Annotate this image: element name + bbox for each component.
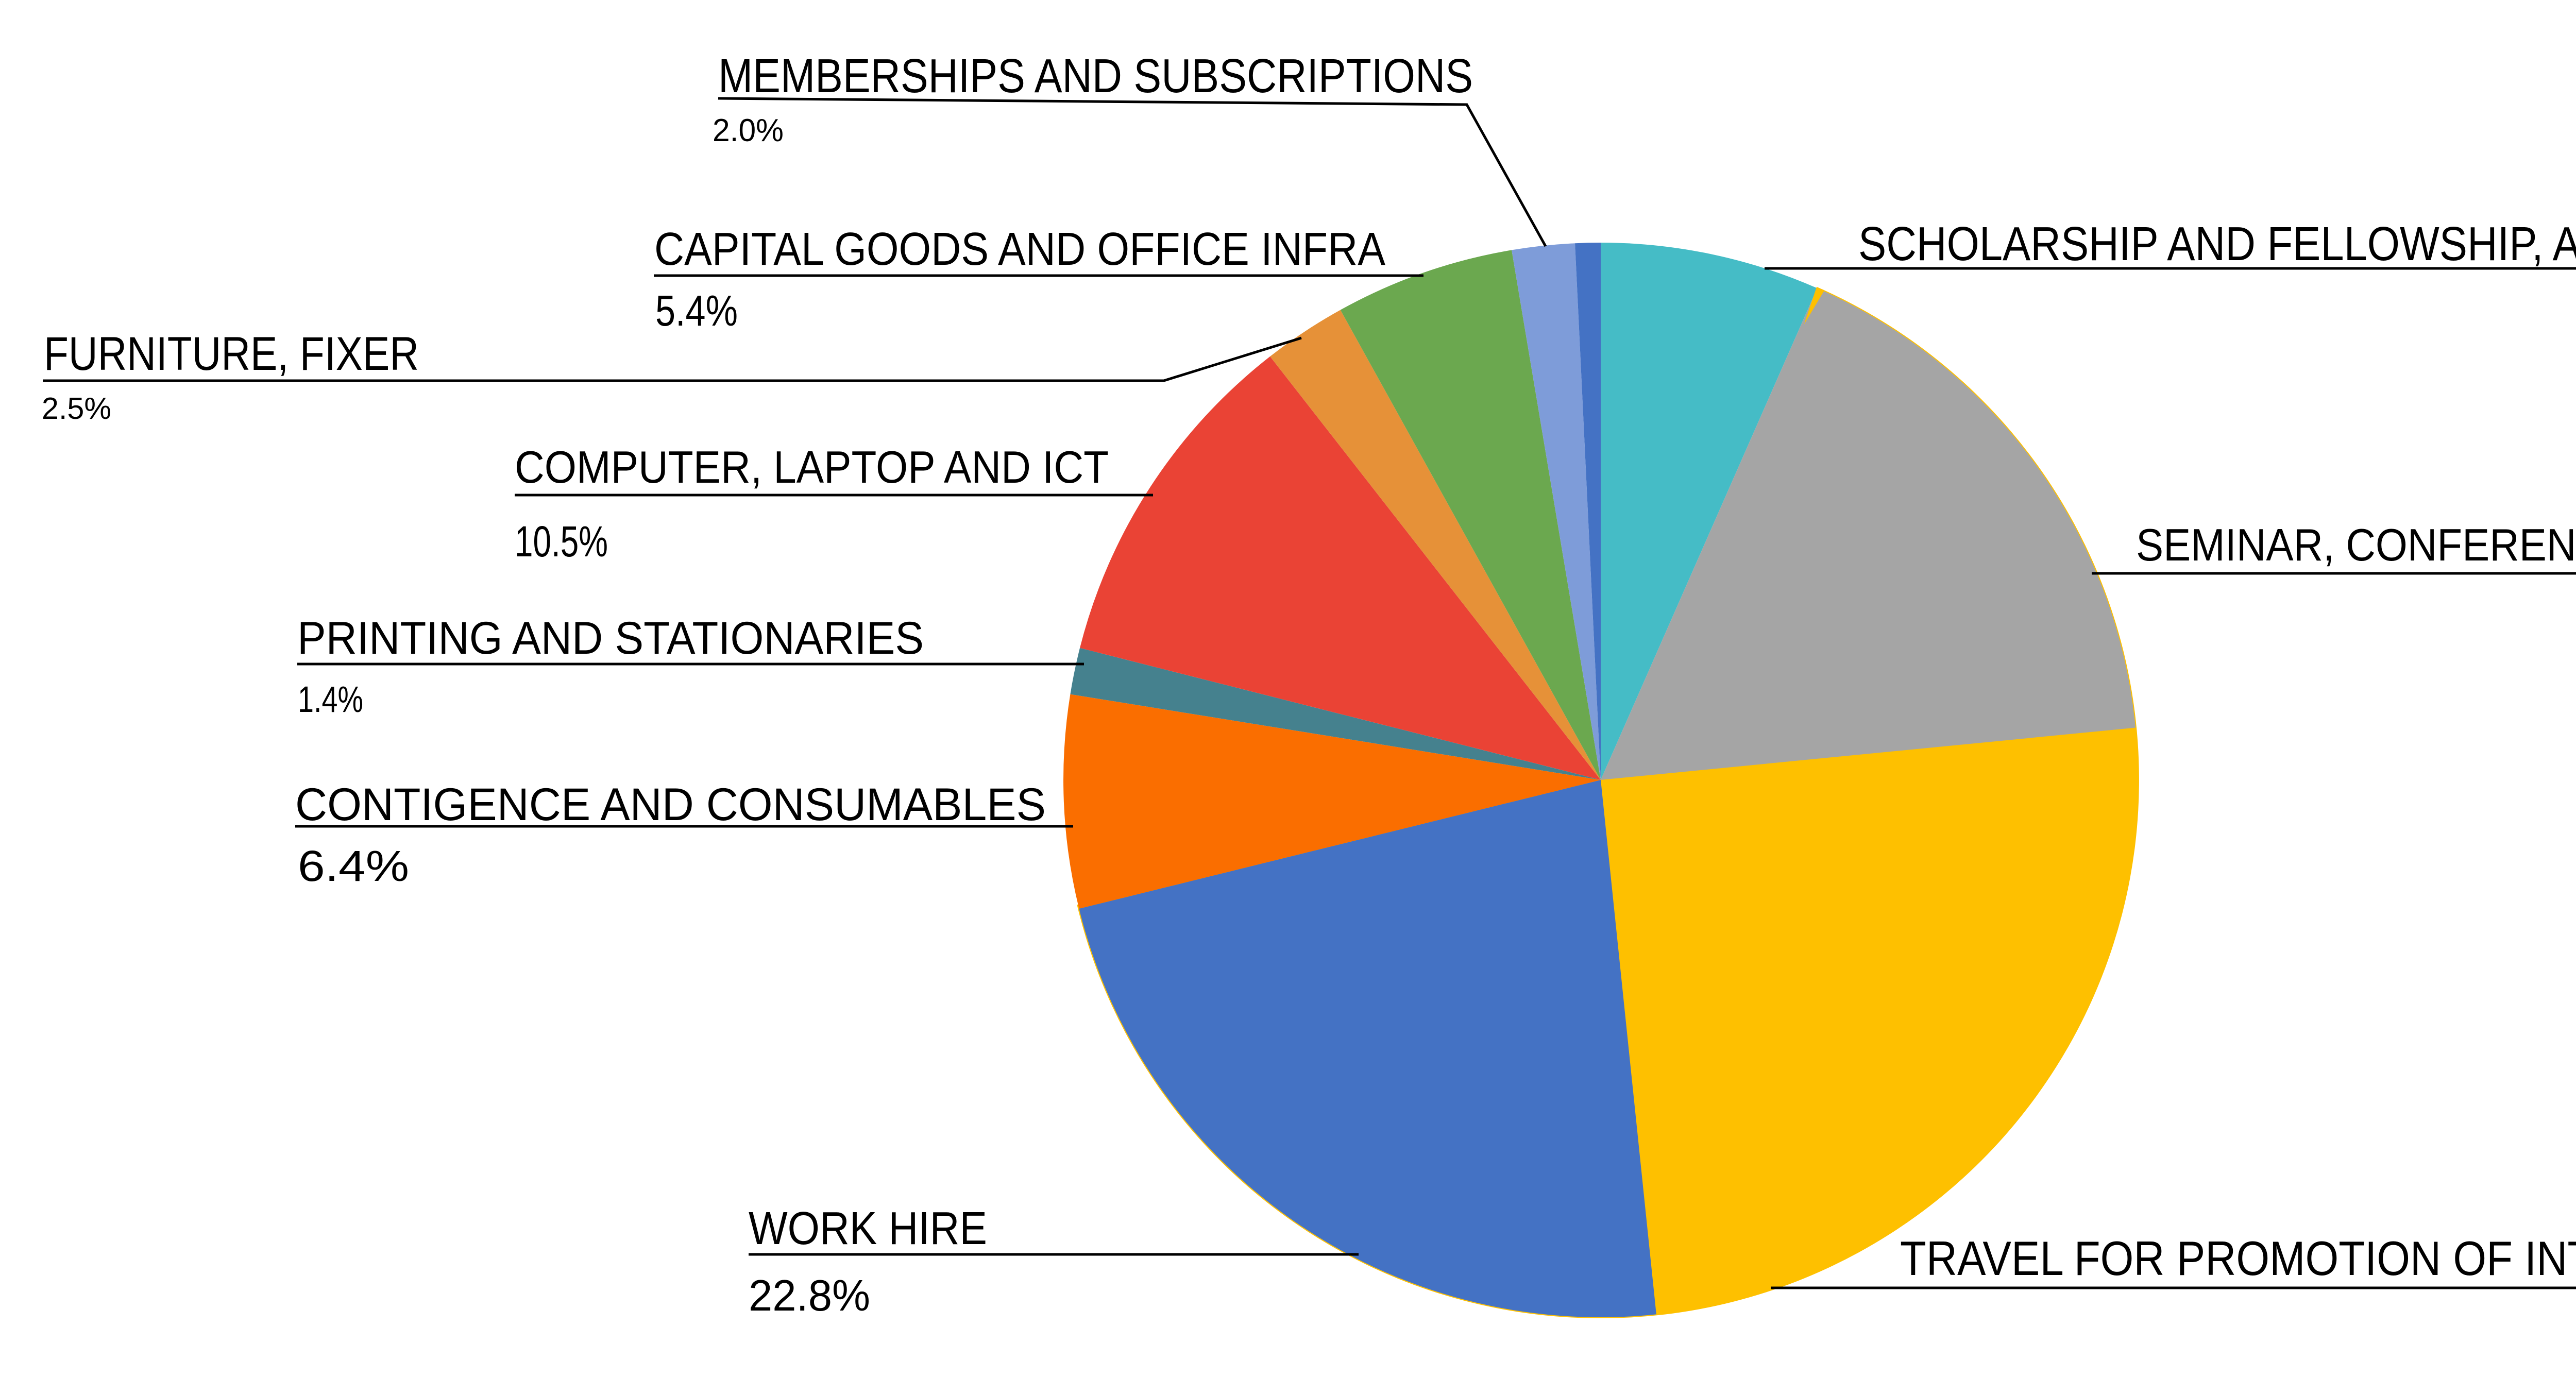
svg-text:10.5%: 10.5% (515, 517, 608, 566)
svg-text:SEMINAR, CONFERENCE, EVENTS AN: SEMINAR, CONFERENCE, EVENTS AND DELE... (2136, 519, 2576, 570)
svg-text:TRAVEL FOR PROMOTION OF INTERN: TRAVEL FOR PROMOTION OF INTERNATIONAL RE… (1900, 1231, 2576, 1285)
svg-text:WORK HIRE: WORK HIRE (749, 1203, 987, 1254)
svg-text:5.4%: 5.4% (655, 286, 738, 335)
svg-text:2.5%: 2.5% (42, 392, 111, 426)
svg-text:COMPUTER, LAPTOP AND ICT: COMPUTER, LAPTOP AND ICT (515, 441, 1109, 492)
svg-text:PRINTING AND STATIONARIES: PRINTING AND STATIONARIES (297, 612, 924, 664)
svg-text:1.4%: 1.4% (298, 679, 363, 720)
svg-text:2.0%: 2.0% (713, 113, 784, 148)
svg-text:22.8%: 22.8% (749, 1271, 870, 1320)
svg-text:MEMBERSHIPS AND SUBSCRIPTIONS: MEMBERSHIPS AND SUBSCRIPTIONS (718, 49, 1473, 103)
svg-text:FURNITURE, FIXER: FURNITURE, FIXER (44, 328, 419, 380)
svg-text:CONTIGENCE AND CONSUMABLES: CONTIGENCE AND CONSUMABLES (295, 778, 1046, 830)
svg-text:6.4%: 6.4% (298, 842, 409, 890)
svg-text:CAPITAL GOODS AND OFFICE INFRA: CAPITAL GOODS AND OFFICE INFRA (654, 224, 1385, 275)
svg-text:SCHOLARSHIP AND FELLOWSHIP, AW: SCHOLARSHIP AND FELLOWSHIP, AWARDS, REWA… (1858, 217, 2576, 270)
